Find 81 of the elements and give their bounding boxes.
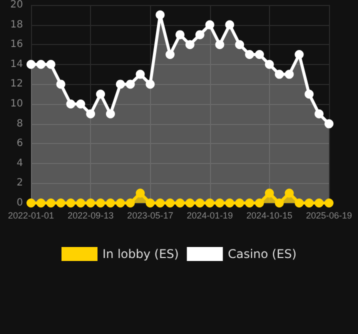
y-tick-label: 6 — [16, 138, 23, 150]
point — [146, 80, 155, 89]
point — [205, 198, 214, 208]
x-tick-label: 2022-01-01 — [8, 210, 54, 220]
point — [176, 30, 184, 40]
point — [66, 100, 76, 108]
point — [245, 50, 254, 59]
point — [235, 40, 244, 50]
y-tick-label: 20 — [10, 0, 23, 10]
point — [86, 198, 96, 208]
y-tick-label: 14 — [10, 58, 23, 70]
y-tick-label: 8 — [16, 118, 23, 130]
point — [136, 70, 145, 79]
point — [294, 50, 304, 59]
point — [284, 70, 294, 79]
point — [76, 100, 86, 108]
point — [36, 60, 46, 69]
point — [56, 198, 66, 208]
point — [96, 198, 106, 208]
point — [156, 10, 165, 20]
point — [185, 198, 194, 208]
point — [166, 50, 175, 59]
y-tick-label: 0 — [16, 198, 23, 208]
point — [66, 198, 76, 208]
point — [26, 60, 36, 69]
point — [284, 188, 294, 198]
point — [185, 40, 194, 50]
y-tick-label: 12 — [10, 78, 23, 90]
point — [116, 198, 125, 208]
point — [324, 198, 334, 208]
point — [225, 20, 234, 30]
point — [235, 198, 244, 208]
point — [324, 119, 334, 128]
point — [294, 198, 304, 208]
point — [304, 198, 314, 208]
x-tick-label: 2023-05-17 — [127, 210, 174, 220]
point — [274, 70, 284, 79]
point — [205, 20, 214, 30]
point — [56, 80, 66, 89]
y-tick-label: 4 — [16, 158, 23, 169]
point — [146, 198, 155, 208]
point — [264, 60, 274, 69]
point — [36, 198, 46, 208]
point — [46, 60, 56, 69]
point — [106, 109, 115, 118]
x-tick-label: 2024-01-19 — [186, 210, 233, 220]
point — [136, 188, 145, 198]
point — [314, 198, 324, 208]
point — [176, 198, 184, 208]
point — [156, 198, 165, 208]
point — [126, 198, 135, 208]
point — [314, 109, 324, 118]
point — [195, 198, 204, 208]
point — [116, 80, 125, 89]
point — [225, 198, 234, 208]
point — [274, 198, 284, 208]
point — [76, 198, 86, 208]
y-tick-label: 2 — [16, 178, 23, 189]
x-tick-label: 2024-10-15 — [246, 210, 292, 220]
point — [254, 198, 264, 208]
y-tick-label: 10 — [10, 98, 23, 110]
y-tick-label: 16 — [10, 39, 23, 50]
x-tick-label: 2022-09-13 — [68, 210, 114, 220]
point — [96, 90, 106, 99]
point — [106, 198, 115, 208]
legend-label: Casino (ES) — [228, 247, 297, 261]
point — [304, 90, 314, 99]
point — [195, 30, 204, 40]
point — [26, 198, 36, 208]
point — [86, 109, 96, 118]
point — [166, 198, 175, 208]
point — [254, 50, 264, 59]
legend-label: In lobby (ES) — [102, 247, 179, 261]
point — [245, 198, 254, 208]
x-tick-label: 2025-06-19 — [306, 210, 352, 220]
y-tick-label: 18 — [10, 19, 23, 30]
point — [215, 40, 224, 50]
point — [215, 198, 224, 208]
point — [126, 80, 135, 89]
point — [46, 198, 56, 208]
point — [264, 188, 274, 198]
